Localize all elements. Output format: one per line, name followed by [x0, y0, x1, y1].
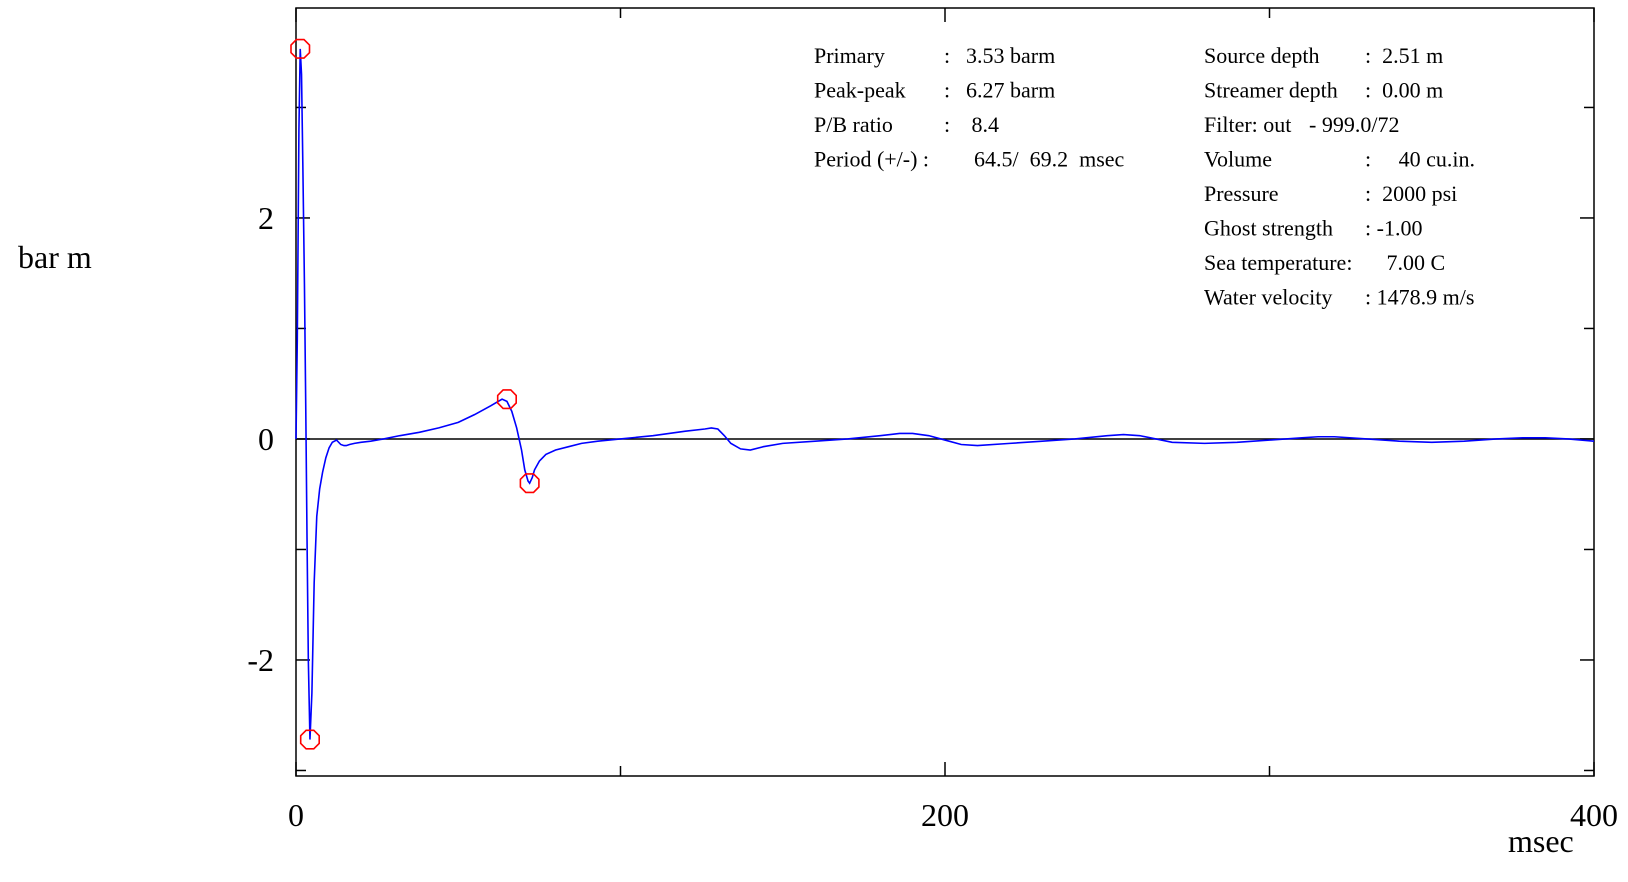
peak-marker	[299, 729, 321, 750]
x-tick-label: 400	[1570, 797, 1618, 833]
stat-label: P/B ratio	[814, 112, 893, 137]
param-label: Filter: out	[1204, 112, 1291, 137]
param-label: Streamer depth	[1204, 78, 1338, 103]
param-value: : 2000 psi	[1365, 181, 1457, 206]
peak-marker	[290, 38, 311, 59]
param-value: 7.00 C	[1381, 250, 1445, 275]
stat-separator: :	[944, 112, 950, 137]
source-parameters: Source depth : 2.51 m Streamer depth : 0.00…	[1204, 43, 1475, 310]
y-tick-label: -2	[247, 642, 274, 678]
peak-marker	[519, 473, 540, 494]
stat-value: 6.27 barm	[966, 78, 1055, 103]
x-tick-label: 200	[921, 797, 969, 833]
stat-value: 64.5/ 69.2 msec	[974, 147, 1125, 172]
stat-separator: :	[944, 78, 950, 103]
y-axis-label: bar m	[18, 239, 92, 275]
stat-value: 3.53 barm	[966, 43, 1055, 68]
stat-label: Period (+/-) :	[814, 147, 929, 172]
param-value: : -1.00	[1365, 216, 1422, 241]
param-value: : 1478.9 m/s	[1365, 285, 1474, 310]
y-tick-label: 0	[258, 421, 274, 457]
stat-label: Primary	[814, 43, 885, 68]
y-tick-label: 2	[258, 200, 274, 236]
param-label: Pressure	[1204, 181, 1279, 206]
stat-separator: :	[944, 43, 950, 68]
stat-value: 8.4	[966, 112, 999, 137]
param-value: : 40 cu.in.	[1365, 147, 1475, 172]
series-line	[295, 48, 1595, 740]
param-label: Source depth	[1204, 43, 1319, 68]
param-label: Volume	[1204, 147, 1272, 172]
param-label: Ghost strength	[1204, 216, 1333, 241]
param-value: - 999.0/72	[1309, 112, 1399, 137]
x-axis-label: msec	[1508, 823, 1574, 859]
param-label: Sea temperature:	[1204, 250, 1352, 275]
peak-marker	[496, 389, 518, 410]
param-value: : 0.00 m	[1365, 78, 1443, 103]
param-value: : 2.51 m	[1365, 43, 1443, 68]
x-tick-label: 0	[288, 797, 304, 833]
stat-label: Peak-peak	[814, 78, 906, 103]
param-label: Water velocity	[1204, 285, 1332, 310]
